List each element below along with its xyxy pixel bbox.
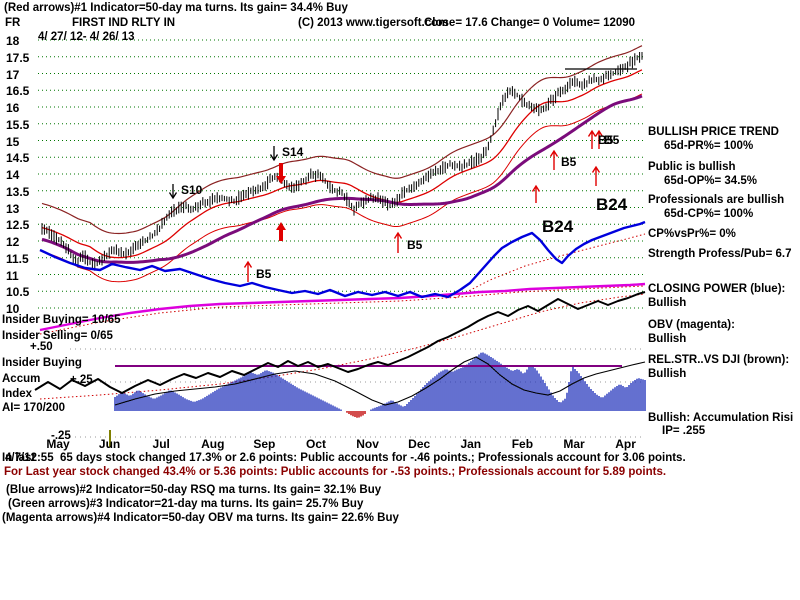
company-name: FIRST IND RLTY IN — [72, 17, 176, 29]
panel-line: Professionals are bullish — [648, 194, 785, 206]
footer-line-green-arrows: (Green arrows)#3 Indicator=21-day ma tur… — [8, 498, 364, 510]
sell-signal-label: S10 — [181, 183, 203, 197]
quote-line: Close= 17.6 Change= 0 Volume= 12090 — [424, 17, 636, 29]
panel-line: REL.STR..VS DJI (brown): — [648, 354, 790, 366]
footer-line-65days: 65 days stock changed 17.3% or 2.6 point… — [60, 452, 686, 464]
panel-line: IP= .255 — [662, 425, 706, 437]
footer-overlap-a: In last — [2, 452, 36, 464]
month-label: Feb — [511, 437, 534, 451]
y-axis-label: 14.5 — [6, 151, 30, 166]
y-axis-label: 18 — [6, 34, 20, 48]
panel-line: 65d-PR%= 100% — [664, 140, 754, 152]
y-axis-label: 12 — [6, 235, 20, 249]
y-axis-label: 13 — [6, 201, 20, 216]
y-axis-label: 13.5 — [6, 184, 30, 199]
y-axis-label: 14 — [6, 168, 20, 182]
buy-signal-label: B5 — [407, 238, 423, 252]
y-axis-label: 16.5 — [6, 84, 30, 99]
y-axis-label: 15 — [6, 134, 20, 149]
footer-overlap-b: 4/7/12:55 — [5, 452, 54, 464]
y-axis-label: 17.5 — [6, 50, 30, 65]
month-label: Sep — [253, 437, 276, 451]
ticker-symbol: FR — [5, 17, 21, 29]
scale-plus50-label: +.50 — [30, 341, 53, 353]
y-axis-label: 17 — [6, 67, 20, 82]
date-range: 4/ 27/ 12- 4/ 26/ 13 — [38, 31, 135, 43]
insider-selling-label: Insider Selling= 0/65 — [2, 330, 113, 342]
scale-plus25-label: +.25 — [70, 374, 93, 386]
big-buy-signal-label: B24 — [596, 195, 628, 214]
panel-line: Public is bullish — [648, 161, 736, 173]
month-label: Jun — [98, 437, 121, 451]
month-label: Mar — [563, 437, 585, 451]
panel-line: Bullish — [648, 368, 687, 380]
sell-signal-label: S14 — [282, 145, 304, 159]
index-label: Index — [2, 388, 33, 400]
panel-line: BULLISH PRICE TREND — [648, 126, 779, 138]
month-label: Jul — [152, 437, 170, 451]
panel-line: CLOSING POWER (blue): — [648, 283, 786, 295]
big-buy-signal-label: B24 — [542, 217, 574, 236]
y-axis-label: 11 — [6, 268, 19, 283]
panel-line: Bullish — [648, 333, 687, 345]
panel-line: 65d-OP%= 34.5% — [664, 175, 758, 187]
footer-line-blue-arrows: (Blue arrows)#2 Indicator=50-day RSQ ma … — [6, 484, 382, 496]
indicator-summary-line: (Red arrows)#1 Indicator=50-day ma turns… — [4, 2, 348, 14]
y-axis-label: 11.5 — [6, 251, 29, 266]
scale-minus25-label: -.25 — [51, 430, 71, 442]
month-label: Nov — [356, 437, 379, 451]
copyright-text: (C) 2013 www.tigersoft.com — [298, 17, 449, 29]
y-axis-label: 16 — [6, 101, 20, 115]
month-label: Aug — [201, 437, 225, 451]
buy-signal-label: B5 — [561, 155, 577, 169]
month-label: Dec — [408, 437, 431, 451]
month-label: May — [46, 437, 70, 451]
buy-signal-label: B5 — [598, 133, 614, 147]
accum-label: Accum — [2, 373, 41, 385]
y-axis-label: 15.5 — [6, 117, 30, 132]
buy-signal-label: B5 — [256, 267, 272, 281]
footer-line-magenta-arrows: (Magenta arrows)#4 Indicator=50-day OBV … — [2, 512, 399, 524]
insider-buying-legend: Insider Buying — [2, 357, 82, 369]
month-label: Jan — [460, 437, 482, 451]
panel-line: OBV (magenta): — [648, 319, 735, 331]
y-axis-label: 12.5 — [6, 218, 30, 233]
panel-line: 65d-CP%= 100% — [664, 208, 754, 220]
panel-line: Bullish: Accumulation Risi — [648, 412, 794, 424]
panel-line: CP%vsPr%= 0% — [648, 228, 736, 240]
ai-value-label: AI= 170/200 — [2, 402, 65, 414]
panel-line: Strength Profess/Pub= 6.7 — [648, 248, 792, 260]
panel-line: Bullish — [648, 297, 687, 309]
y-axis-label: 10.5 — [6, 285, 30, 300]
insider-buying-label: Insider Buying= 10/65 — [2, 314, 121, 326]
y-axis-label: 10 — [6, 302, 20, 316]
buy-signal-label: B5 — [604, 133, 620, 147]
footer-line-lastyear: For Last year stock changed 43.4% or 5.3… — [4, 466, 667, 478]
month-label: Oct — [305, 437, 327, 451]
month-label: Apr — [615, 437, 636, 451]
